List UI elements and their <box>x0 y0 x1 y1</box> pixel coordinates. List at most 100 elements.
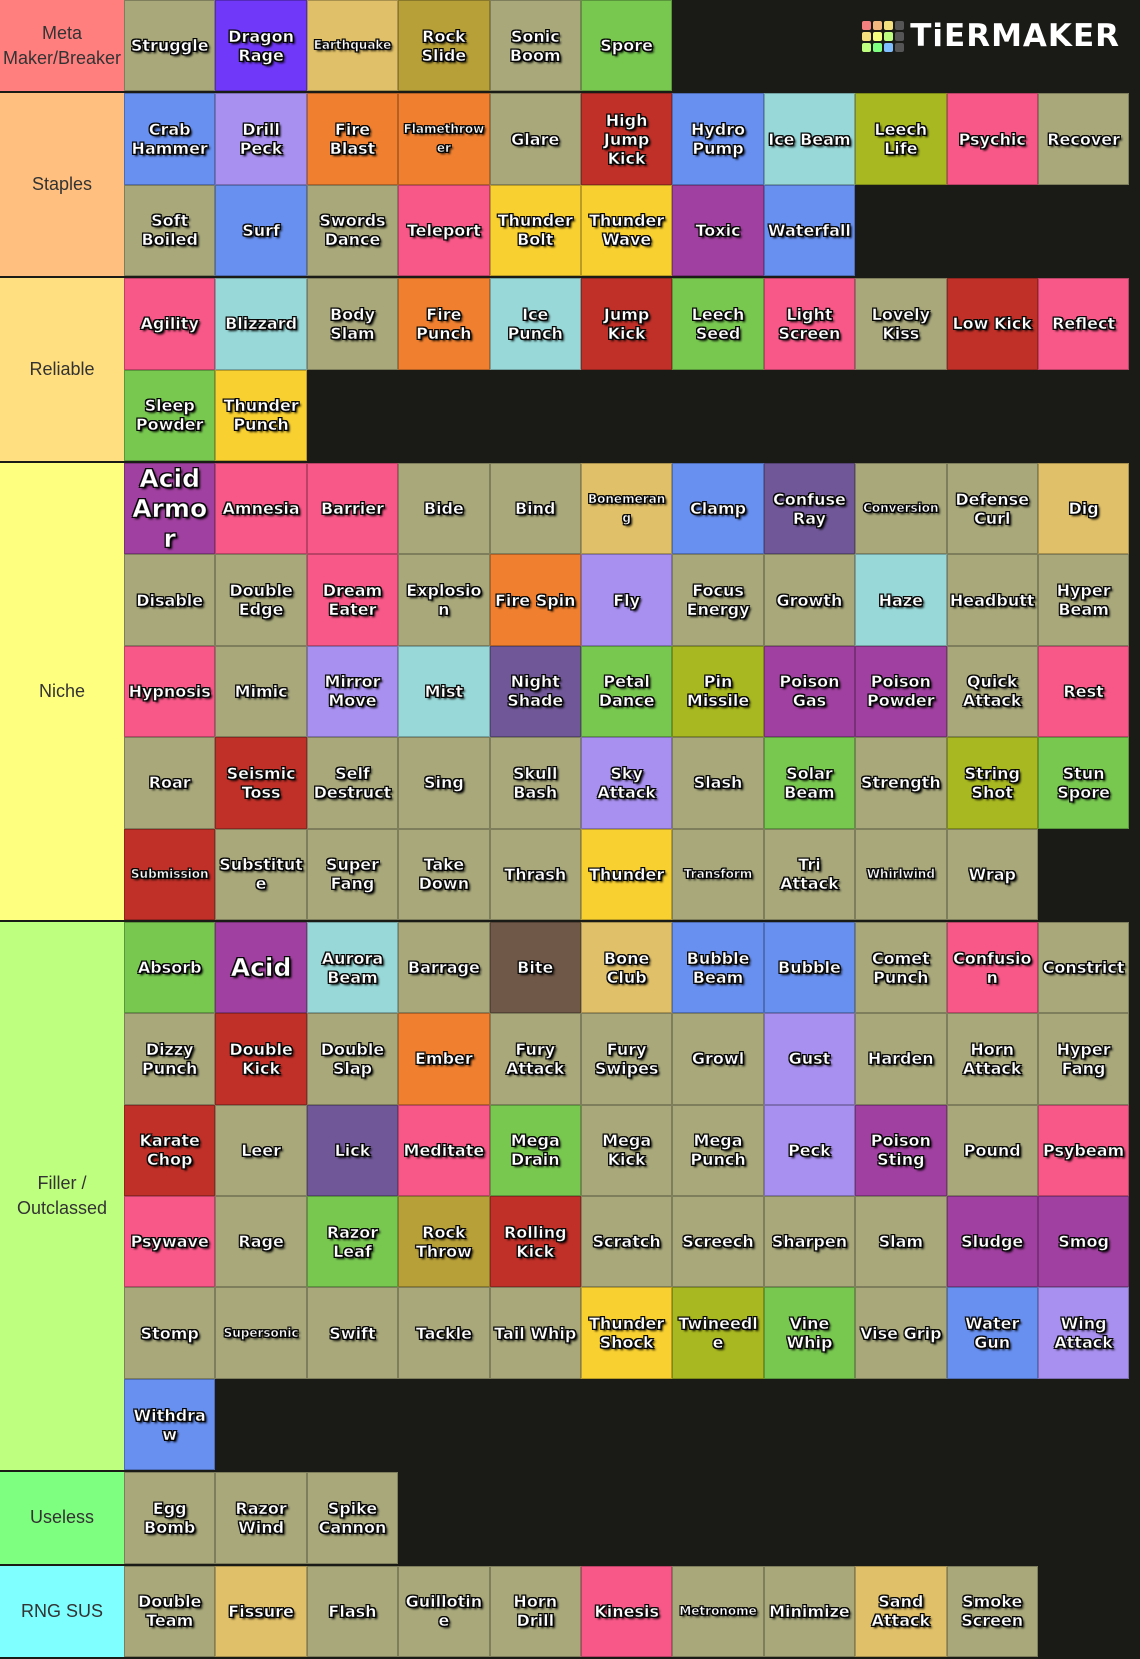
move-tile-leech-seed[interactable]: Leech Seed <box>672 278 764 370</box>
tier-label[interactable]: Reliable <box>0 278 124 461</box>
move-tile-struggle[interactable]: Struggle <box>124 0 216 92</box>
move-tile-stomp[interactable]: Stomp <box>124 1287 216 1379</box>
move-tile-mist[interactable]: Mist <box>398 645 490 738</box>
tier-label[interactable]: Niche <box>0 462 124 920</box>
move-tile-soft-boiled[interactable]: Soft Boiled <box>124 184 216 277</box>
move-tile-withdraw[interactable]: Withdraw <box>124 1378 216 1471</box>
move-tile-razor-leaf[interactable]: Razor Leaf <box>306 1196 399 1288</box>
move-tile-lovely-kiss[interactable]: Lovely Kiss <box>855 278 947 370</box>
move-tile-transform[interactable]: Transform <box>672 828 764 920</box>
move-tile-psybeam[interactable]: Psybeam <box>1037 1104 1130 1197</box>
move-tile-strength[interactable]: Strength <box>855 737 947 829</box>
move-tile-wrap[interactable]: Wrap <box>946 828 1038 920</box>
move-tile-headbutt[interactable]: Headbutt <box>946 554 1038 646</box>
move-tile-mimic[interactable]: Mimic <box>215 645 307 738</box>
move-tile-teleport[interactable]: Teleport <box>398 184 490 277</box>
move-tile-peck[interactable]: Peck <box>763 1104 856 1197</box>
move-tile-bide[interactable]: Bide <box>398 462 490 555</box>
move-tile-jump-kick[interactable]: Jump Kick <box>580 278 673 370</box>
move-tile-absorb[interactable]: Absorb <box>124 921 216 1014</box>
move-tile-disable[interactable]: Disable <box>124 554 216 646</box>
tier-label[interactable]: Meta Maker/Breaker <box>0 0 124 92</box>
move-tile-sand-attack[interactable]: Sand Attack <box>855 1565 947 1658</box>
move-tile-mega-kick[interactable]: Mega Kick <box>580 1104 673 1197</box>
move-tile-seismic-toss[interactable]: Seismic Toss <box>215 737 307 829</box>
move-tile-fire-punch[interactable]: Fire Punch <box>398 278 490 370</box>
move-tile-double-team[interactable]: Double Team <box>124 1565 216 1658</box>
move-tile-bone-club[interactable]: Bone Club <box>580 921 673 1014</box>
move-tile-stun-spore[interactable]: Stun Spore <box>1037 737 1130 829</box>
tier-label[interactable]: Staples <box>0 93 124 277</box>
move-tile-mega-drain[interactable]: Mega Drain <box>489 1104 581 1197</box>
move-tile-kinesis[interactable]: Kinesis <box>580 1565 673 1658</box>
move-tile-fissure[interactable]: Fissure <box>215 1565 307 1658</box>
move-tile-high-jump-kick[interactable]: High Jump Kick <box>580 93 673 185</box>
move-tile-thunder-bolt[interactable]: Thunder Bolt <box>489 184 581 277</box>
move-tile-swords-dance[interactable]: Swords Dance <box>306 184 399 277</box>
move-tile-mirror-move[interactable]: Mirror Move <box>306 645 399 738</box>
move-tile-earthquake[interactable]: Earthquake <box>306 0 399 92</box>
move-tile-sleep-powder[interactable]: Sleep Powder <box>124 369 216 461</box>
move-tile-growth[interactable]: Growth <box>763 554 856 646</box>
move-tile-ember[interactable]: Ember <box>398 1013 490 1105</box>
move-tile-leer[interactable]: Leer <box>215 1104 307 1197</box>
move-tile-thunder-punch[interactable]: Thunder Punch <box>215 369 307 461</box>
move-tile-growl[interactable]: Growl <box>672 1013 764 1105</box>
move-tile-confuse-ray[interactable]: Confuse Ray <box>763 462 856 555</box>
move-tile-drill-peck[interactable]: Drill Peck <box>215 93 307 185</box>
move-tile-meditate[interactable]: Meditate <box>398 1104 490 1197</box>
move-tile-night-shade[interactable]: Night Shade <box>489 645 581 738</box>
move-tile-double-slap[interactable]: Double Slap <box>306 1013 399 1105</box>
move-tile-acid-armor[interactable]: Acid Armor <box>124 462 216 555</box>
move-tile-confusion[interactable]: Confusion <box>946 921 1038 1014</box>
move-tile-scratch[interactable]: Scratch <box>580 1196 673 1288</box>
move-tile-quick-attack[interactable]: Quick Attack <box>946 645 1038 738</box>
move-tile-barrage[interactable]: Barrage <box>398 921 490 1014</box>
move-tile-reflect[interactable]: Reflect <box>1037 278 1130 370</box>
move-tile-dream-eater[interactable]: Dream Eater <box>306 554 399 646</box>
move-tile-bite[interactable]: Bite <box>489 921 581 1014</box>
move-tile-tail-whip[interactable]: Tail Whip <box>489 1287 581 1379</box>
move-tile-metronome[interactable]: Metronome <box>672 1565 764 1658</box>
move-tile-flash[interactable]: Flash <box>306 1565 399 1658</box>
move-tile-smoke-screen[interactable]: Smoke Screen <box>946 1565 1038 1658</box>
move-tile-horn-drill[interactable]: Horn Drill <box>489 1565 581 1658</box>
move-tile-skull-bash[interactable]: Skull Bash <box>489 737 581 829</box>
move-tile-poison-powder[interactable]: Poison Powder <box>855 645 947 738</box>
move-tile-light-screen[interactable]: Light Screen <box>763 278 856 370</box>
move-tile-slam[interactable]: Slam <box>855 1196 947 1288</box>
move-tile-mega-punch[interactable]: Mega Punch <box>672 1104 764 1197</box>
move-tile-rolling-kick[interactable]: Rolling Kick <box>489 1196 581 1288</box>
move-tile-psychic[interactable]: Psychic <box>946 93 1038 185</box>
move-tile-psywave[interactable]: Psywave <box>124 1196 216 1288</box>
move-tile-tri-attack[interactable]: Tri Attack <box>763 828 856 920</box>
move-tile-tackle[interactable]: Tackle <box>398 1287 490 1379</box>
move-tile-petal-dance[interactable]: Petal Dance <box>580 645 673 738</box>
move-tile-toxic[interactable]: Toxic <box>672 184 764 277</box>
move-tile-sky-attack[interactable]: Sky Attack <box>580 737 673 829</box>
move-tile-egg-bomb[interactable]: Egg Bomb <box>124 1472 216 1564</box>
move-tile-super-fang[interactable]: Super Fang <box>306 828 399 920</box>
move-tile-supersonic[interactable]: Supersonic <box>215 1287 307 1379</box>
tiermaker-logo[interactable]: TiERMAKER <box>862 18 1120 54</box>
move-tile-explosion[interactable]: Explosion <box>398 554 490 646</box>
move-tile-dig[interactable]: Dig <box>1037 462 1130 555</box>
move-tile-fury-attack[interactable]: Fury Attack <box>489 1013 581 1105</box>
move-tile-rage[interactable]: Rage <box>215 1196 307 1288</box>
move-tile-hyper-fang[interactable]: Hyper Fang <box>1037 1013 1130 1105</box>
move-tile-conversion[interactable]: Conversion <box>855 462 947 555</box>
move-tile-low-kick[interactable]: Low Kick <box>946 278 1038 370</box>
tier-label[interactable]: Useless <box>0 1472 124 1564</box>
move-tile-glare[interactable]: Glare <box>489 93 581 185</box>
move-tile-rock-throw[interactable]: Rock Throw <box>398 1196 490 1288</box>
move-tile-crab-hammer[interactable]: Crab Hammer <box>124 93 216 185</box>
move-tile-bind[interactable]: Bind <box>489 462 581 555</box>
move-tile-waterfall[interactable]: Waterfall <box>763 184 856 277</box>
move-tile-rest[interactable]: Rest <box>1037 645 1130 738</box>
move-tile-surf[interactable]: Surf <box>215 184 307 277</box>
move-tile-dizzy-punch[interactable]: Dizzy Punch <box>124 1013 216 1105</box>
move-tile-barrier[interactable]: Barrier <box>306 462 399 555</box>
move-tile-fire-blast[interactable]: Fire Blast <box>306 93 399 185</box>
move-tile-whirlwind[interactable]: Whirlwind <box>855 828 947 920</box>
move-tile-hyper-beam[interactable]: Hyper Beam <box>1037 554 1130 646</box>
